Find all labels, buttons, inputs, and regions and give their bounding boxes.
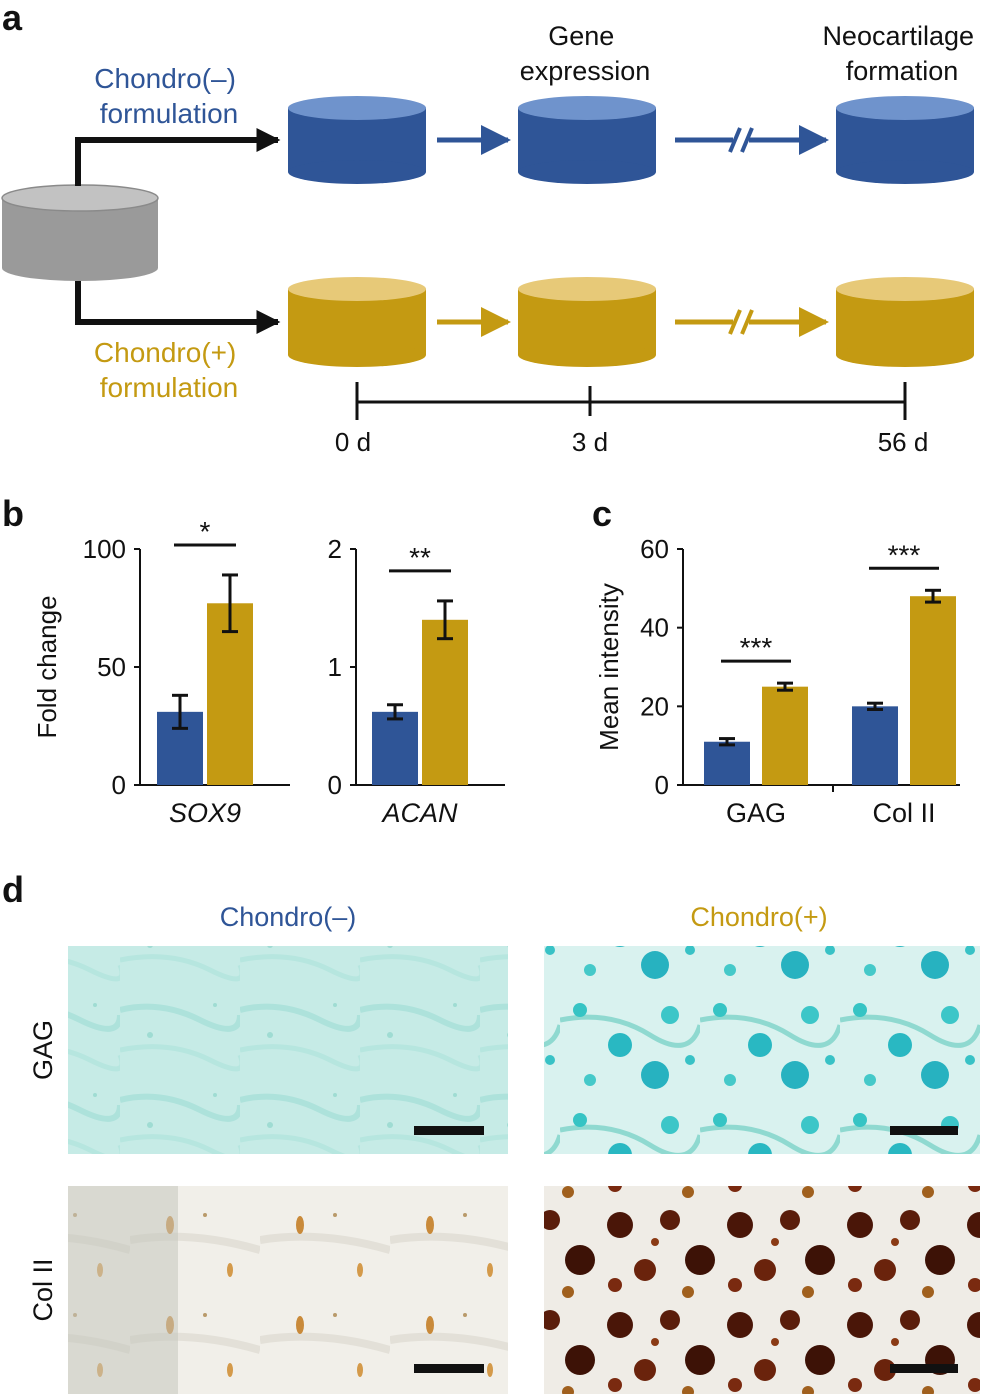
bar-chondro-plus <box>762 686 808 785</box>
panel-d: d Chondro(–) Chondro(+) GAG Col II <box>2 869 980 1394</box>
acan-chart: 0 1 2 ** ACAN <box>328 534 505 828</box>
minus-cylinder-day3 <box>518 96 656 184</box>
micrograph-col-plus <box>544 1186 980 1394</box>
significance-label: *** <box>740 632 773 663</box>
minus-formulation-label: Chondro(–) formulation <box>94 63 243 129</box>
timeline-label-3d: 3 d <box>572 427 608 457</box>
scale-bar <box>890 1364 958 1373</box>
category-label: SOX9 <box>169 798 241 828</box>
plus-cylinders <box>288 277 974 367</box>
timeline: 0 d 3 d 56 d <box>335 382 928 457</box>
y-tick-label: 50 <box>97 652 126 682</box>
minus-break-mark <box>728 127 754 153</box>
y-tick-label: 0 <box>328 770 342 800</box>
plus-formulation-label: Chondro(+) formulation <box>94 337 244 403</box>
panel-d-row-gag: GAG <box>28 1020 58 1080</box>
minus-cylinder-day56 <box>836 96 974 184</box>
y-tick-label: 20 <box>640 691 669 721</box>
micrograph-col-minus <box>68 1186 508 1394</box>
panel-d-row-col: Col II <box>28 1258 58 1321</box>
panel-b-label: b <box>2 493 24 534</box>
bar-chondro-plus <box>910 596 956 785</box>
y-tick-label: 40 <box>640 613 669 643</box>
minus-cylinder-day0 <box>288 96 426 184</box>
y-tick-label: 2 <box>328 534 342 564</box>
y-tick-label: 100 <box>83 534 126 564</box>
scale-bar <box>890 1126 958 1135</box>
panel-a-label: a <box>2 0 23 38</box>
significance-label: ** <box>409 542 431 573</box>
bar-chondro-plus <box>422 619 468 785</box>
plus-cylinder-day0 <box>288 277 426 367</box>
bar-chondro-plus <box>207 603 253 785</box>
panel-d-col-minus: Chondro(–) <box>220 902 357 932</box>
category-label: ACAN <box>380 798 458 828</box>
panel-a: a Chondro(–) formulation Chondro(+) form… <box>1 0 981 457</box>
plus-cylinder-day56 <box>836 277 974 367</box>
scale-bar <box>414 1126 484 1135</box>
y-tick-label: 60 <box>640 534 669 564</box>
neocartilage-label: Neocartilage formation <box>822 21 981 86</box>
branch-arrow-plus <box>75 281 281 334</box>
y-tick-label: 0 <box>112 770 126 800</box>
panel-d-col-plus: Chondro(+) <box>690 902 827 932</box>
intensity-chart: 0 20 40 60 Mean intensity *** GAG *** Col II <box>594 534 960 828</box>
y-tick-label: 1 <box>328 652 342 682</box>
bar-chondro-minus <box>372 711 418 785</box>
source-cylinder <box>1 184 159 281</box>
timeline-label-56d: 56 d <box>878 427 929 457</box>
category-label: Col II <box>872 798 935 828</box>
plus-cylinder-day3 <box>518 277 656 367</box>
timeline-label-0d: 0 d <box>335 427 371 457</box>
panel-d-label: d <box>2 869 24 910</box>
plus-break-mark <box>728 309 754 335</box>
significance-label: * <box>200 516 211 547</box>
bar-chondro-minus <box>704 741 750 785</box>
bar-chondro-minus <box>852 706 898 785</box>
minus-cylinders <box>288 96 974 184</box>
branch-arrow-minus <box>75 128 281 186</box>
micrograph-gag-plus <box>544 946 980 1154</box>
panel-c-label: c <box>592 493 612 534</box>
micrograph-gag-minus <box>68 946 508 1154</box>
y-axis-label: Mean intensity <box>594 583 624 751</box>
significance-label: *** <box>888 539 921 570</box>
category-label: GAG <box>726 798 786 828</box>
y-tick-label: 0 <box>655 770 669 800</box>
gene-expression-label: Gene expression <box>520 21 651 86</box>
sox9-chart: 0 50 100 Fold change * SOX9 <box>32 516 290 828</box>
y-axis-label: Fold change <box>32 595 62 738</box>
scale-bar <box>414 1364 484 1373</box>
